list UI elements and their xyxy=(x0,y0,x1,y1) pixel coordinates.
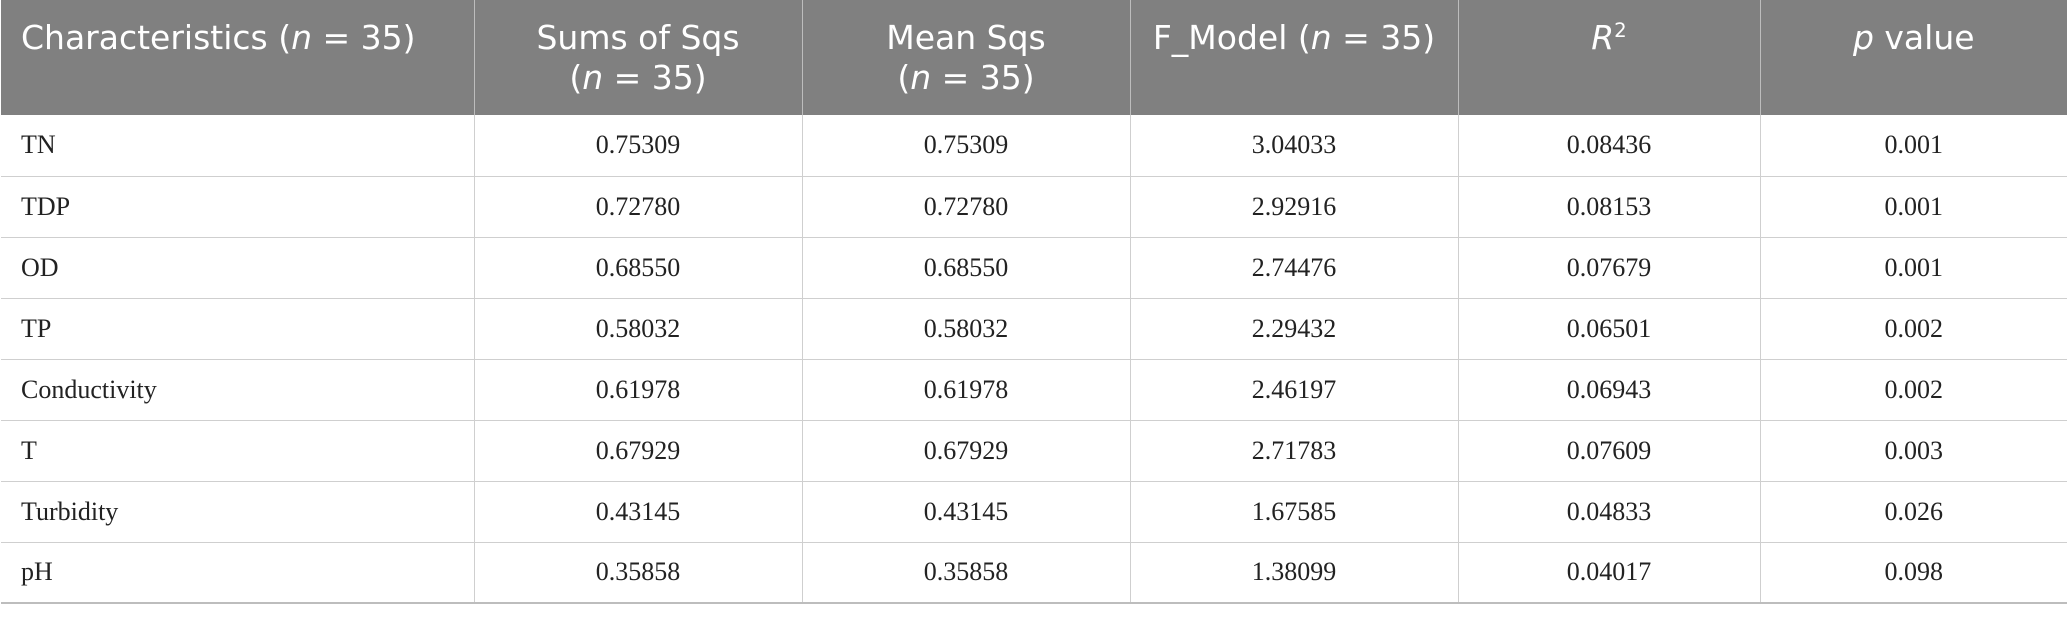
cell-f-model: 2.29432 xyxy=(1129,298,1458,360)
cell-mean-sqs: 0.67929 xyxy=(801,420,1130,482)
cell-p-value: 0.002 xyxy=(1759,298,2067,360)
cell-p-value: 0.002 xyxy=(1759,359,2067,421)
cell-p-value: 0.003 xyxy=(1759,420,2067,482)
header-sums-of-sqs: Sums of Sqs (n = 35) xyxy=(473,0,802,115)
cell-characteristic: TP xyxy=(1,298,474,360)
cell-sums-of-sqs: 0.75309 xyxy=(473,115,802,177)
cell-p-value: 0.001 xyxy=(1759,237,2067,299)
cell-sums-of-sqs: 0.61978 xyxy=(473,359,802,421)
cell-characteristic: OD xyxy=(1,237,474,299)
cell-mean-sqs: 0.68550 xyxy=(801,237,1130,299)
table-row: Turbidity 0.43145 0.43145 1.67585 0.04833 0.0… xyxy=(1,481,2067,543)
cell-r-squared: 0.07609 xyxy=(1457,420,1760,482)
cell-r-squared: 0.04833 xyxy=(1457,481,1760,543)
table-header: Characteristics (n = 35) Sums of Sqs (n =… xyxy=(1,0,2067,115)
cell-p-value: 0.026 xyxy=(1759,481,2067,543)
cell-characteristic: TDP xyxy=(1,176,474,238)
cell-sums-of-sqs: 0.35858 xyxy=(473,542,802,604)
cell-f-model: 2.92916 xyxy=(1129,176,1458,238)
cell-r-squared: 0.07679 xyxy=(1457,237,1760,299)
cell-characteristic: Turbidity xyxy=(1,481,474,543)
cell-r-squared: 0.06501 xyxy=(1457,298,1760,360)
header-r-squared: R2 xyxy=(1457,0,1760,115)
cell-mean-sqs: 0.61978 xyxy=(801,359,1130,421)
cell-p-value: 0.001 xyxy=(1759,115,2067,177)
cell-sums-of-sqs: 0.43145 xyxy=(473,481,802,543)
table-row: OD 0.68550 0.68550 2.74476 0.07679 0.001 xyxy=(1,237,2067,299)
cell-f-model: 2.74476 xyxy=(1129,237,1458,299)
cell-f-model: 2.46197 xyxy=(1129,359,1458,421)
cell-r-squared: 0.06943 xyxy=(1457,359,1760,421)
data-table: Characteristics (n = 35) Sums of Sqs (n =… xyxy=(1,0,2067,604)
cell-sums-of-sqs: 0.72780 xyxy=(473,176,802,238)
table-row: Conductivity 0.61978 0.61978 2.46197 0.06943… xyxy=(1,359,2067,421)
cell-characteristic: pH xyxy=(1,542,474,604)
cell-mean-sqs: 0.58032 xyxy=(801,298,1130,360)
table-row: TDP 0.72780 0.72780 2.92916 0.08153 0.001 xyxy=(1,176,2067,238)
cell-r-squared: 0.04017 xyxy=(1457,542,1760,604)
cell-f-model: 1.67585 xyxy=(1129,481,1458,543)
cell-f-model: 2.71783 xyxy=(1129,420,1458,482)
cell-p-value: 0.098 xyxy=(1759,542,2067,604)
header-p-value: p value xyxy=(1759,0,2067,115)
cell-mean-sqs: 0.72780 xyxy=(801,176,1130,238)
cell-r-squared: 0.08153 xyxy=(1457,176,1760,238)
cell-f-model: 1.38099 xyxy=(1129,542,1458,604)
cell-p-value: 0.001 xyxy=(1759,176,2067,238)
table-row: TN 0.75309 0.75309 3.04033 0.08436 0.001 xyxy=(1,115,2067,177)
cell-sums-of-sqs: 0.68550 xyxy=(473,237,802,299)
header-row: Characteristics (n = 35) Sums of Sqs (n =… xyxy=(1,0,2067,115)
table-row: TP 0.58032 0.58032 2.29432 0.06501 0.002 xyxy=(1,298,2067,360)
header-f-model: F_Model (n = 35) xyxy=(1129,0,1458,115)
cell-sums-of-sqs: 0.67929 xyxy=(473,420,802,482)
cell-characteristic: TN xyxy=(1,115,474,177)
cell-mean-sqs: 0.43145 xyxy=(801,481,1130,543)
cell-sums-of-sqs: 0.58032 xyxy=(473,298,802,360)
table-row: T 0.67929 0.67929 2.71783 0.07609 0.003 xyxy=(1,420,2067,482)
header-mean-sqs: Mean Sqs (n = 35) xyxy=(801,0,1130,115)
table-row: pH 0.35858 0.35858 1.38099 0.04017 0.098 xyxy=(1,542,2067,604)
cell-mean-sqs: 0.75309 xyxy=(801,115,1130,177)
cell-characteristic: T xyxy=(1,420,474,482)
table-body: TN 0.75309 0.75309 3.04033 0.08436 0.001 TDP 0.… xyxy=(1,115,2067,604)
cell-characteristic: Conductivity xyxy=(1,359,474,421)
cell-mean-sqs: 0.35858 xyxy=(801,542,1130,604)
cell-r-squared: 0.08436 xyxy=(1457,115,1760,177)
cell-f-model: 3.04033 xyxy=(1129,115,1458,177)
header-characteristics: Characteristics (n = 35) xyxy=(1,0,474,115)
